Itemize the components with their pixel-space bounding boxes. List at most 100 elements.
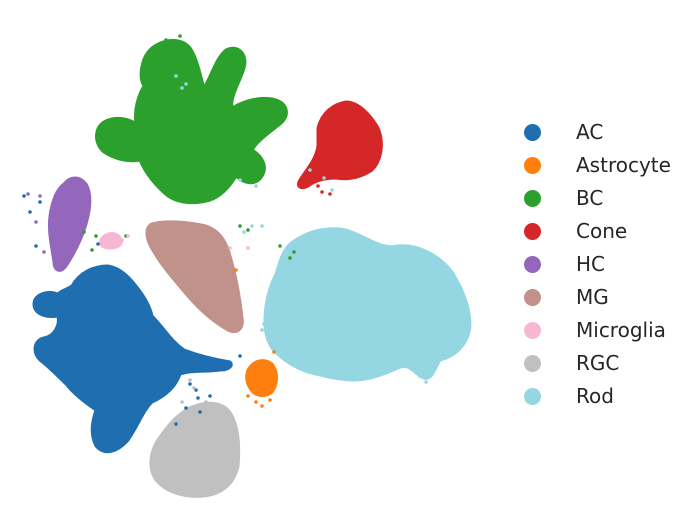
legend-marker bbox=[524, 322, 541, 339]
stray-points bbox=[22, 34, 428, 426]
stray-point-micro bbox=[112, 242, 116, 246]
stray-point-micro bbox=[246, 246, 250, 250]
stray-point-ac bbox=[184, 406, 188, 410]
stray-point-bc bbox=[178, 34, 182, 38]
cluster-mg bbox=[145, 220, 244, 333]
legend-label: Cone bbox=[576, 219, 628, 243]
stray-point-rod bbox=[330, 188, 334, 192]
stray-point-ac bbox=[22, 194, 26, 198]
legend: AC Astrocyte BC Cone HC MG Microglia RGC… bbox=[524, 116, 671, 413]
stray-point-rod bbox=[250, 224, 254, 228]
stray-point-rod bbox=[174, 74, 178, 78]
cluster-bc bbox=[95, 39, 288, 205]
stray-point-micro bbox=[228, 246, 232, 250]
legend-marker bbox=[524, 289, 541, 306]
stray-point-rod bbox=[242, 230, 246, 234]
stray-point-astro bbox=[254, 400, 258, 404]
stray-point-micro bbox=[126, 234, 130, 238]
stray-point-bc bbox=[246, 228, 250, 232]
stray-point-bc bbox=[288, 256, 292, 260]
legend-label: BC bbox=[576, 186, 604, 210]
stray-point-astro bbox=[264, 374, 268, 378]
stray-point-astro bbox=[246, 394, 250, 398]
stray-point-cone bbox=[310, 178, 314, 182]
legend-item-ac: AC bbox=[524, 116, 671, 149]
stray-point-micro bbox=[106, 234, 110, 238]
legend-label: AC bbox=[576, 120, 604, 144]
stray-point-ac bbox=[38, 200, 42, 204]
stray-point-ac bbox=[208, 394, 212, 398]
stray-point-ac bbox=[128, 328, 132, 332]
stray-point-rod bbox=[322, 176, 326, 180]
legend-label: Microglia bbox=[576, 318, 666, 342]
stray-point-ac bbox=[196, 396, 200, 400]
legend-marker bbox=[524, 355, 541, 372]
stray-point-rod bbox=[180, 86, 184, 90]
stray-point-cone bbox=[320, 190, 324, 194]
stray-point-rod bbox=[260, 328, 264, 332]
stray-point-ac bbox=[238, 354, 242, 358]
stray-point-ac bbox=[34, 244, 38, 248]
legend-marker bbox=[524, 124, 541, 141]
stray-point-rod bbox=[238, 178, 242, 182]
legend-marker bbox=[524, 190, 541, 207]
stray-point-rgc bbox=[180, 400, 184, 404]
stray-point-ac bbox=[180, 348, 184, 352]
stray-point-hc bbox=[38, 194, 42, 198]
stray-point-astro bbox=[268, 398, 272, 402]
legend-marker bbox=[524, 256, 541, 273]
legend-label: Astrocyte bbox=[576, 153, 671, 177]
stray-point-astro bbox=[234, 268, 238, 272]
stray-point-ac bbox=[96, 242, 100, 246]
stray-point-rod bbox=[260, 224, 264, 228]
stray-point-ac bbox=[198, 410, 202, 414]
legend-label: Rod bbox=[576, 384, 614, 408]
stray-point-hc bbox=[42, 250, 46, 254]
stray-point-astro bbox=[260, 404, 264, 408]
legend-label: MG bbox=[576, 285, 609, 309]
stray-point-micro bbox=[120, 238, 124, 242]
legend-marker bbox=[524, 388, 541, 405]
stray-point-rod bbox=[424, 380, 428, 384]
stray-point-bc bbox=[164, 38, 168, 42]
stray-point-bc bbox=[292, 250, 296, 254]
stray-point-ac bbox=[188, 382, 192, 386]
stray-point-ac bbox=[96, 368, 100, 372]
stray-point-ac bbox=[28, 210, 32, 214]
stray-point-cone bbox=[328, 192, 332, 196]
stray-point-ac bbox=[174, 422, 178, 426]
stray-point-ac bbox=[224, 360, 228, 364]
cluster-rod bbox=[263, 227, 472, 382]
legend-item-rgc: RGC bbox=[524, 347, 671, 380]
stray-point-rod bbox=[262, 322, 266, 326]
cluster-ac bbox=[32, 264, 233, 454]
stray-point-bc bbox=[90, 248, 94, 252]
stray-point-rod bbox=[418, 374, 422, 378]
cluster-astrocyte bbox=[245, 359, 278, 397]
stray-point-bc bbox=[278, 244, 282, 248]
stray-point-astro bbox=[272, 350, 276, 354]
legend-item-hc: HC bbox=[524, 248, 671, 281]
stray-point-bc bbox=[82, 230, 86, 234]
stray-point-ac bbox=[170, 354, 174, 358]
stray-point-rod bbox=[254, 184, 258, 188]
legend-item-cone: Cone bbox=[524, 215, 671, 248]
cluster-cone bbox=[296, 100, 383, 190]
cluster-hc bbox=[48, 176, 92, 272]
stray-point-hc bbox=[26, 192, 30, 196]
cluster-rgc bbox=[149, 401, 241, 498]
stray-point-hc bbox=[34, 220, 38, 224]
legend-item-astrocyte: Astrocyte bbox=[524, 149, 671, 182]
stray-point-rod bbox=[308, 168, 312, 172]
cluster-microglia bbox=[98, 232, 123, 250]
legend-item-mg: MG bbox=[524, 281, 671, 314]
legend-item-rod: Rod bbox=[524, 380, 671, 413]
legend-item-microglia: Microglia bbox=[524, 314, 671, 347]
legend-marker bbox=[524, 223, 541, 240]
stray-point-cone bbox=[316, 184, 320, 188]
legend-label: RGC bbox=[576, 351, 620, 375]
stray-point-rgc bbox=[188, 378, 192, 382]
legend-marker bbox=[524, 157, 541, 174]
stray-point-bc bbox=[94, 234, 98, 238]
legend-item-bc: BC bbox=[524, 182, 671, 215]
